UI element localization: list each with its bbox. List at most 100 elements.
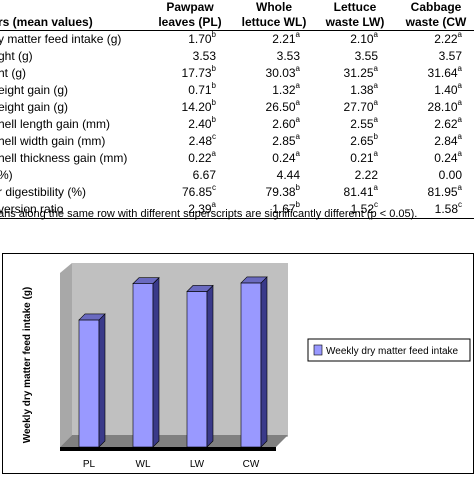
bar xyxy=(132,283,154,448)
row-label: r digestibility (%) xyxy=(0,185,87,199)
table-cell: 30.03a xyxy=(265,64,300,81)
table-cell: 6.67 xyxy=(192,168,216,182)
superscript: a xyxy=(373,30,378,39)
table-cell: 2.62a xyxy=(434,115,462,132)
table-cell: 26.50a xyxy=(265,98,300,115)
bar-side xyxy=(260,276,268,448)
table-cell: 3.55 xyxy=(354,49,378,63)
x-tick-label: LW xyxy=(190,459,205,470)
superscript: a xyxy=(457,183,462,192)
row-label: hell width gain (mm) xyxy=(0,134,106,148)
table-cell: 2.40b xyxy=(188,115,216,132)
legend-box xyxy=(307,338,471,362)
bar-side xyxy=(152,276,160,448)
superscript: a xyxy=(457,132,462,141)
row-label: hell length gain (mm) xyxy=(0,117,111,131)
table-row: version ratio 2.39a 1.67b 1.52c 1.58c xyxy=(0,201,474,219)
bar-top xyxy=(78,313,106,321)
row-label: ght (g) xyxy=(0,49,33,63)
superscript: b xyxy=(373,132,378,141)
side-wall xyxy=(60,263,72,447)
superscript: a xyxy=(457,98,462,107)
superscript: a xyxy=(295,115,300,124)
superscript: a xyxy=(373,183,378,192)
table-cell: 1.40a xyxy=(434,81,462,98)
bar-top xyxy=(186,285,214,292)
table-cell: 2.84a xyxy=(434,132,462,149)
superscript: a xyxy=(211,200,216,209)
table-cell: 2.65b xyxy=(350,132,378,149)
table-cell: 27.70a xyxy=(343,98,378,115)
floor xyxy=(60,435,288,447)
header-cell: Whole lettuce WL) xyxy=(241,0,307,29)
table-cell: 81.95a xyxy=(427,183,462,200)
table-cell: 0.24a xyxy=(434,149,462,166)
table-cell: 3.53 xyxy=(276,49,300,63)
superscript: b xyxy=(295,200,300,209)
table-cell: 1.52c xyxy=(316,201,394,219)
table-cell: 1.32a xyxy=(272,81,300,98)
table-row: ght (g) 3.53 3.53 3.55 3.57 xyxy=(0,48,474,65)
bar-side xyxy=(206,284,214,448)
table-row: eight gain (g) 0.71b 1.32a 1.38a 1.40a xyxy=(0,82,474,99)
floor-edge xyxy=(60,447,276,451)
row-label: version ratio xyxy=(0,201,148,219)
table-cell: 2.22a xyxy=(394,30,474,48)
superscript: a xyxy=(457,30,462,39)
legend-swatch xyxy=(313,344,323,356)
superscript: a xyxy=(457,115,462,124)
superscript: a xyxy=(373,149,378,158)
superscript: b xyxy=(211,115,216,124)
table-cell: 76.85c xyxy=(181,183,216,200)
superscript: b xyxy=(211,81,216,90)
superscript: a xyxy=(295,30,300,39)
bar xyxy=(78,319,100,448)
row-label: y matter feed intake (g) xyxy=(0,30,148,48)
bar-side xyxy=(98,313,106,448)
table-cell: 1.38a xyxy=(350,81,378,98)
superscript: a xyxy=(457,64,462,73)
table-cell: 0.71b xyxy=(188,81,216,98)
superscript: c xyxy=(212,183,216,192)
bar xyxy=(186,291,208,448)
table-row: y matter feed intake (g) 1.70b 2.21a 2.10a 2… xyxy=(0,30,474,48)
table-row: eight gain (g) 14.20b 26.50a 27.70a 28.10a xyxy=(0,99,474,116)
superscript: b xyxy=(211,64,216,73)
superscript: a xyxy=(457,149,462,158)
row-label: eight gain (g) xyxy=(0,83,69,97)
bar xyxy=(240,282,262,448)
bar-top xyxy=(132,277,160,284)
table-cell: 0.22a xyxy=(188,149,216,166)
table-cell: 17.73b xyxy=(181,64,216,81)
table-cell: 2.10a xyxy=(316,30,394,48)
superscript: a xyxy=(295,98,300,107)
results-table: rs (mean values) Pawpaw leaves (PL) Whole… xyxy=(0,0,474,219)
table-cell: 2.39a xyxy=(148,201,232,219)
table-cell: 79.38b xyxy=(265,183,300,200)
superscript: a xyxy=(211,149,216,158)
header-cell: Pawpaw leaves (PL) xyxy=(158,0,222,29)
table-cell: 0.24a xyxy=(272,149,300,166)
superscript: c xyxy=(374,200,378,209)
table-cell: 14.20b xyxy=(181,98,216,115)
table-cell: 3.53 xyxy=(192,49,216,63)
table-cell: 2.85a xyxy=(272,132,300,149)
superscript: a xyxy=(457,81,462,90)
table-cell: 28.10a xyxy=(427,98,462,115)
row-label: hell thickness gain (mm) xyxy=(0,151,128,165)
table-cell: 0.21a xyxy=(350,149,378,166)
table-cell: 3.57 xyxy=(438,49,462,63)
header-cell: Cabbage waste (CW xyxy=(405,0,467,29)
table-cell: 2.22 xyxy=(354,168,378,182)
table-row: hell thickness gain (mm) 0.22a 0.24a 0.21a 0… xyxy=(0,150,474,167)
table-cell: 1.58c xyxy=(394,201,474,219)
superscript: a xyxy=(373,115,378,124)
table-row: r digestibility (%) 76.85c 79.38b 81.41a 81.… xyxy=(0,184,474,201)
table-cell: 81.41a xyxy=(343,183,378,200)
x-tick-label: CW xyxy=(243,459,260,470)
table-cell: 1.70b xyxy=(148,30,232,48)
table-cell: 2.60a xyxy=(272,115,300,132)
table-cell: 31.64a xyxy=(427,64,462,81)
superscript: a xyxy=(295,132,300,141)
superscript: b xyxy=(211,98,216,107)
